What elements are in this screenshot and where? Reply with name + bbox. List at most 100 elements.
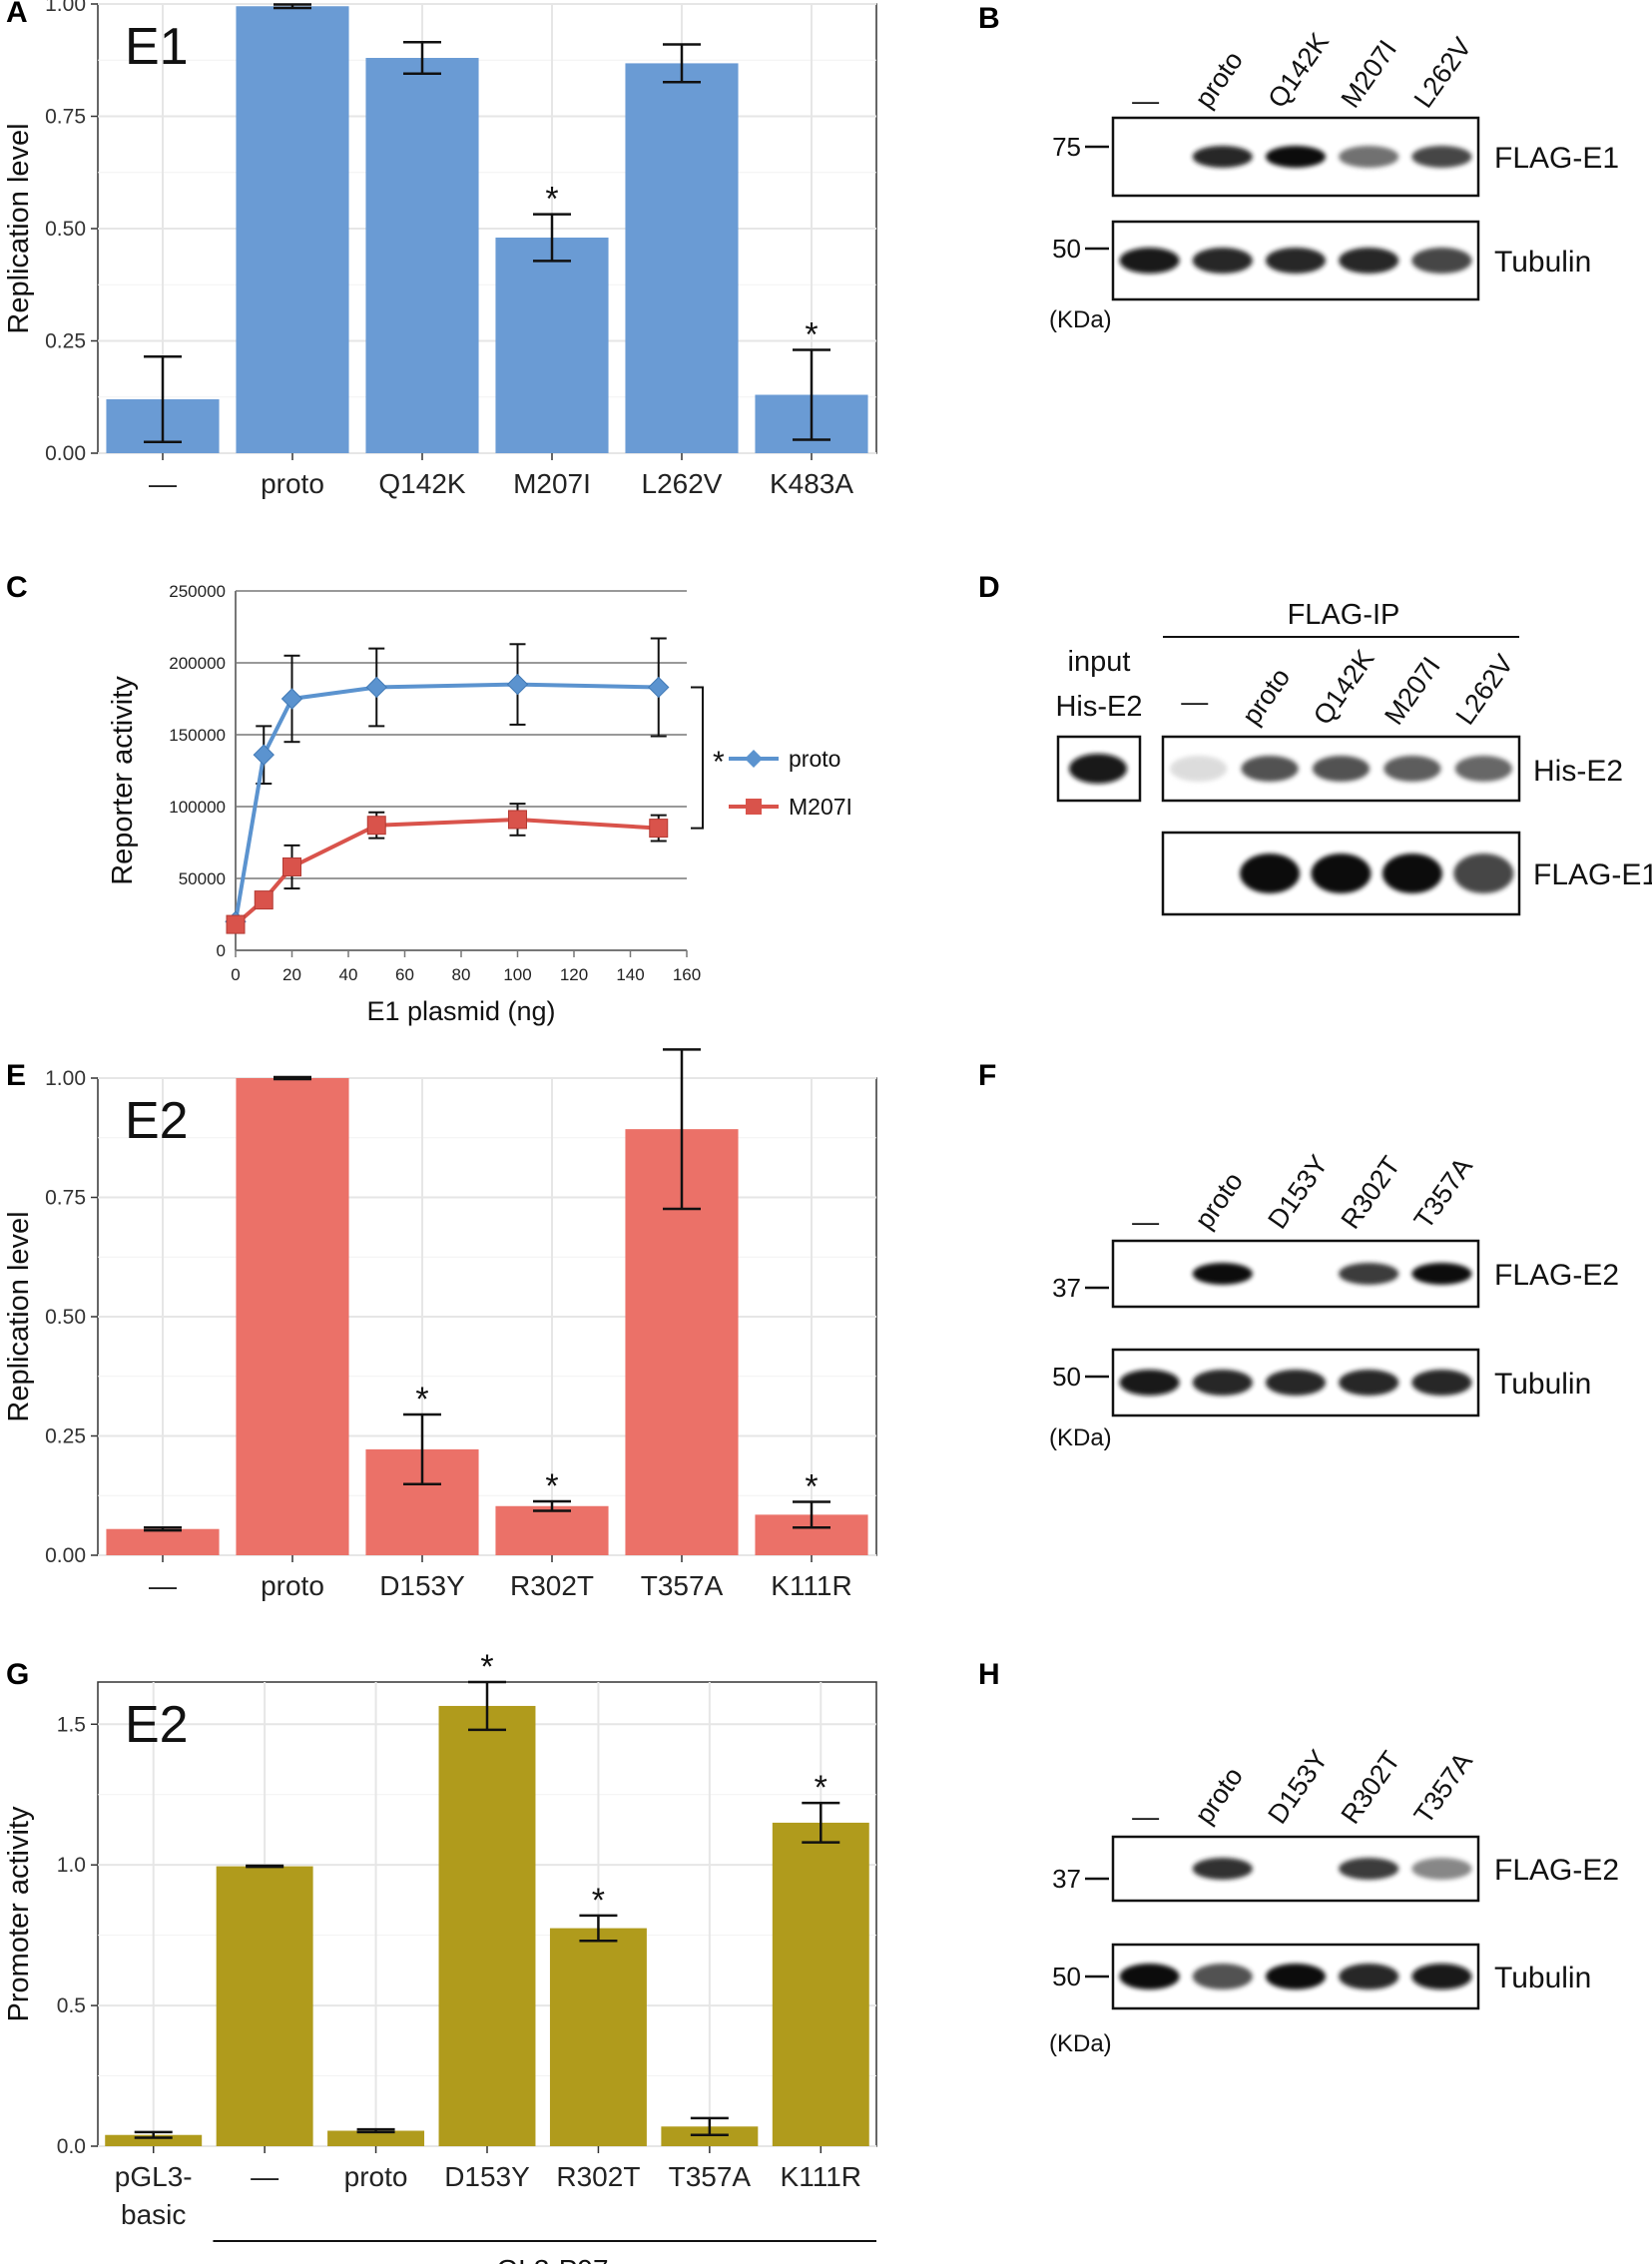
panel-label-a: A [6,0,28,29]
significance-marker: * [592,1882,605,1920]
panel-label-g: G [6,1658,29,1691]
band [1339,1370,1399,1396]
band [1240,853,1301,893]
band [1411,1858,1472,1880]
chart-c: 0 50000 100000 150000 200000 250000 0 20 40 60 80 1… [107,582,852,1026]
lane-label: — [1132,1802,1159,1832]
band [1411,146,1472,168]
y-tick-label: 1.00 [45,0,86,16]
marker-label: 50 [1052,234,1081,264]
band [1265,1370,1327,1396]
x-tick-label: pGL3- [115,2161,193,2192]
y-tick-label: 50000 [179,869,226,888]
row-label: FLAG-E2 [1494,1259,1619,1292]
panel-label-c: C [6,571,28,604]
lane-label: Q142K [1308,644,1380,730]
x-tick-label: K111R [771,1570,851,1601]
bar [438,1705,536,2146]
x-tick-label: D153Y [444,2161,530,2192]
y-tick-label: 0.25 [45,1425,86,1448]
y-tick-label: 0.75 [45,1187,86,1210]
band [1119,1964,1180,1989]
x-tick-label: Q142K [378,468,465,499]
bar [495,1505,609,1555]
x-tick-label: 100 [503,965,531,984]
y-tick-label: 0.00 [45,1544,86,1567]
band [1339,248,1399,274]
y-tick-label: 250000 [169,582,226,601]
lane-label: — [1132,86,1159,116]
data-point [280,688,303,710]
marker-label: 37 [1052,1864,1081,1894]
lane-label: D153Y [1262,1150,1334,1235]
data-point [508,810,527,830]
chart-annotation: E2 [125,1092,189,1150]
row-label: Tubulin [1494,246,1591,279]
lane-label: R302T [1336,1746,1406,1830]
band [1192,1370,1253,1396]
bar [236,1078,349,1555]
y-tick-label: 0.5 [57,1994,86,2017]
chart-e: * * * 0.00 0.25 0.50 0.75 1.00 — proto D153Y R302T T… [3,1048,877,1601]
bar [365,58,479,453]
significance-marker: * [815,1769,827,1807]
y-tick-label: 0.0 [57,2135,86,2158]
y-tick-label: 150000 [169,726,226,745]
lane-label: T357A [1408,1152,1478,1234]
x-tick-label: K111R [781,2161,861,2192]
band [1411,1370,1472,1396]
x-tick-label: R302T [510,1570,594,1601]
lane-label: proto [1189,1167,1249,1235]
bar [495,238,609,453]
x-tick-label: 80 [452,965,471,984]
bar [625,63,739,454]
x-axis-label: E1 plasmid (ng) [366,996,555,1026]
band [1265,1964,1327,1989]
lane-label: Q142K [1262,27,1335,113]
group-label: pGL3-P97 [481,2254,609,2264]
data-point [649,819,669,839]
x-tick-label: 0 [231,965,240,984]
bar [236,6,349,453]
chart-annotation: E2 [125,1696,189,1754]
y-tick-label: 1.5 [57,1713,86,1736]
band [1453,853,1514,893]
band [1265,248,1327,274]
series-line [234,682,659,922]
marker-label: 37 [1052,1273,1081,1303]
band [1411,1964,1472,1989]
lane-label: M207I [1378,652,1446,731]
y-axis-label: Replication level [3,123,35,333]
band [1170,756,1228,782]
y-axis-label: Promoter activity [3,1806,35,2021]
bar [549,1928,647,2146]
marker-label: 50 [1052,1362,1081,1392]
band [1119,1370,1180,1396]
significance-marker: * [805,316,818,354]
lane-label: T357A [1408,1747,1478,1829]
y-tick-label: 1.00 [45,1067,86,1090]
x-tick-label: — [149,1570,177,1601]
y-tick-label: 0 [217,941,226,960]
lane-label: L262V [1408,32,1477,113]
legend-label-proto: proto [789,746,840,772]
group-label: FLAG-IP [1288,599,1400,631]
panel-label-b: B [978,2,1000,35]
y-tick-label: 0.25 [45,330,86,353]
x-tick-label: D153Y [379,1570,465,1601]
y-tick-label: 0.50 [45,1306,86,1329]
x-tick-label: 140 [616,965,644,984]
band [1339,1858,1399,1880]
y-tick-label: 1.0 [57,1854,86,1877]
band [1312,756,1371,782]
x-tick-label: 20 [282,965,301,984]
blot-b: — proto Q142K M207I L262V FLAG-E1 75 Tubulin 50 (… [1049,27,1619,333]
blot-h: — proto D153Y R302T T357A FLAG-E2 37 Tubulin 50 (… [1049,1745,1619,2057]
row-label: FLAG-E1 [1494,142,1619,175]
y-tick-label: 0.00 [45,442,86,465]
legend-marker-proto [745,750,763,768]
x-tick-label: R302T [556,2161,640,2192]
band [1241,756,1299,782]
marker-label: 50 [1052,1962,1081,1991]
data-point [254,890,274,910]
